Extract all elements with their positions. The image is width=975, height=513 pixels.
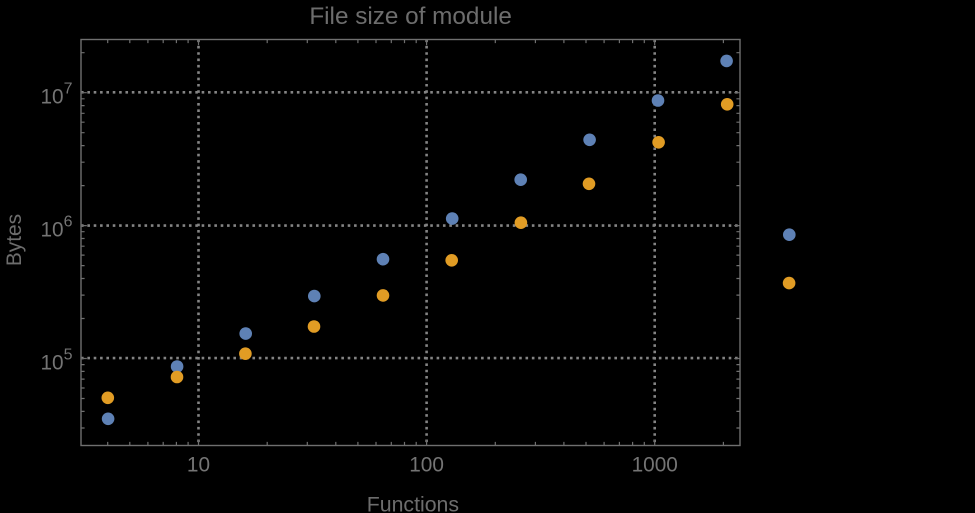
svg-text:File size of module: File size of module [309, 3, 512, 30]
svg-text:Bytes: Bytes [3, 214, 26, 266]
svg-text:Functions: Functions [367, 492, 459, 513]
svg-text:10: 10 [187, 453, 210, 476]
svg-text:1000: 1000 [632, 453, 678, 476]
svg-text:100: 100 [409, 453, 444, 476]
